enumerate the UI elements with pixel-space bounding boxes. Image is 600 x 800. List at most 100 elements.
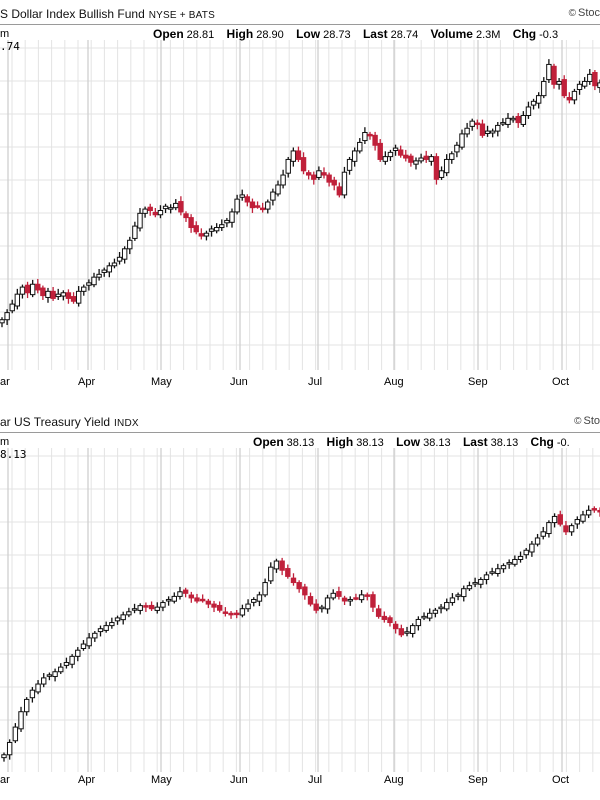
candle-body bbox=[313, 603, 319, 611]
candle bbox=[459, 129, 465, 150]
candle bbox=[50, 286, 56, 301]
candle-body bbox=[126, 611, 132, 616]
candle-body bbox=[561, 79, 567, 97]
candle-body bbox=[228, 612, 234, 616]
month-tick-label: Sep bbox=[468, 774, 488, 786]
candles bbox=[1, 505, 600, 762]
candle bbox=[45, 287, 51, 303]
candle bbox=[279, 557, 285, 576]
candle-body bbox=[409, 625, 416, 634]
candle bbox=[69, 654, 75, 669]
month-tick-label: Jun bbox=[230, 376, 248, 388]
candle bbox=[316, 166, 322, 180]
month-tick-label: Oct bbox=[552, 376, 570, 388]
candle bbox=[381, 611, 388, 623]
candle-body bbox=[418, 157, 424, 162]
candle-body bbox=[285, 568, 291, 577]
month-tick-label: Jul bbox=[308, 774, 323, 786]
candle bbox=[254, 201, 261, 209]
candle-body bbox=[35, 683, 41, 693]
candle bbox=[109, 617, 115, 629]
candle-body bbox=[428, 156, 435, 162]
candle bbox=[127, 236, 133, 255]
candle bbox=[576, 80, 583, 95]
candle bbox=[397, 145, 404, 158]
candle bbox=[433, 153, 440, 185]
candle bbox=[551, 63, 557, 89]
candle-body bbox=[279, 560, 285, 571]
candle bbox=[500, 118, 506, 127]
candle bbox=[331, 176, 337, 191]
candle-body bbox=[183, 213, 189, 219]
candle-body bbox=[4, 312, 10, 321]
candle-body bbox=[580, 514, 586, 522]
candle-body bbox=[1, 754, 7, 759]
candle bbox=[495, 563, 501, 577]
candle-body bbox=[86, 282, 92, 286]
exchange-label: NYSE + BATS bbox=[148, 10, 215, 21]
candle-body bbox=[81, 286, 87, 292]
candle-body bbox=[377, 142, 383, 160]
candle-body bbox=[300, 157, 307, 172]
candle-body bbox=[268, 566, 274, 582]
candle-body bbox=[229, 211, 235, 223]
candle-body bbox=[461, 588, 467, 598]
candle-body bbox=[114, 617, 121, 622]
candle-body bbox=[357, 141, 363, 152]
candle-body bbox=[571, 90, 578, 101]
candle-body bbox=[347, 598, 353, 602]
candle-body bbox=[367, 133, 373, 137]
candle-body bbox=[178, 201, 184, 213]
candle bbox=[173, 199, 179, 211]
candle-body bbox=[91, 276, 97, 286]
candle-body bbox=[517, 555, 524, 560]
candle bbox=[75, 286, 82, 307]
candle bbox=[566, 92, 573, 104]
candle bbox=[307, 592, 314, 607]
candle-body bbox=[495, 568, 501, 575]
candle-body bbox=[55, 293, 61, 298]
candle-body bbox=[103, 625, 109, 631]
candle bbox=[177, 586, 183, 600]
candle bbox=[296, 580, 302, 593]
candle bbox=[515, 113, 521, 128]
candle-body bbox=[50, 290, 56, 299]
candle-body bbox=[208, 228, 215, 232]
candle-body bbox=[295, 150, 302, 160]
chart-title: ar US Treasury Yield INDX bbox=[0, 415, 139, 429]
month-tick-label: ar bbox=[0, 774, 10, 786]
candle-body bbox=[19, 286, 26, 295]
candle bbox=[152, 208, 159, 218]
candle bbox=[65, 289, 72, 304]
candle-body bbox=[576, 83, 583, 91]
candle bbox=[52, 668, 58, 682]
candle-body bbox=[438, 606, 444, 610]
candle-body bbox=[211, 603, 217, 608]
candle-body bbox=[65, 292, 72, 299]
candle bbox=[18, 706, 24, 732]
candle bbox=[132, 221, 138, 241]
candle-body bbox=[500, 122, 506, 125]
candle-body bbox=[86, 637, 92, 647]
candle-body bbox=[173, 202, 179, 209]
candle bbox=[581, 77, 588, 89]
candle bbox=[211, 600, 217, 613]
month-tick-label: Apr bbox=[78, 774, 96, 786]
candle bbox=[358, 589, 365, 603]
candle-body bbox=[275, 184, 281, 195]
candle-body bbox=[213, 227, 220, 232]
quote-open-label: Open bbox=[153, 27, 184, 41]
candle-body bbox=[574, 519, 580, 525]
candle-body bbox=[358, 594, 365, 601]
candle bbox=[585, 505, 592, 519]
candle bbox=[546, 520, 552, 538]
candle-body bbox=[188, 594, 195, 599]
candle bbox=[106, 262, 113, 278]
candle-body bbox=[408, 155, 414, 163]
candle bbox=[423, 150, 429, 163]
month-tick-label: Sep bbox=[468, 376, 488, 388]
candle bbox=[154, 602, 160, 614]
period-label: m bbox=[0, 436, 10, 448]
candle bbox=[302, 583, 308, 600]
candle-body bbox=[540, 531, 546, 537]
